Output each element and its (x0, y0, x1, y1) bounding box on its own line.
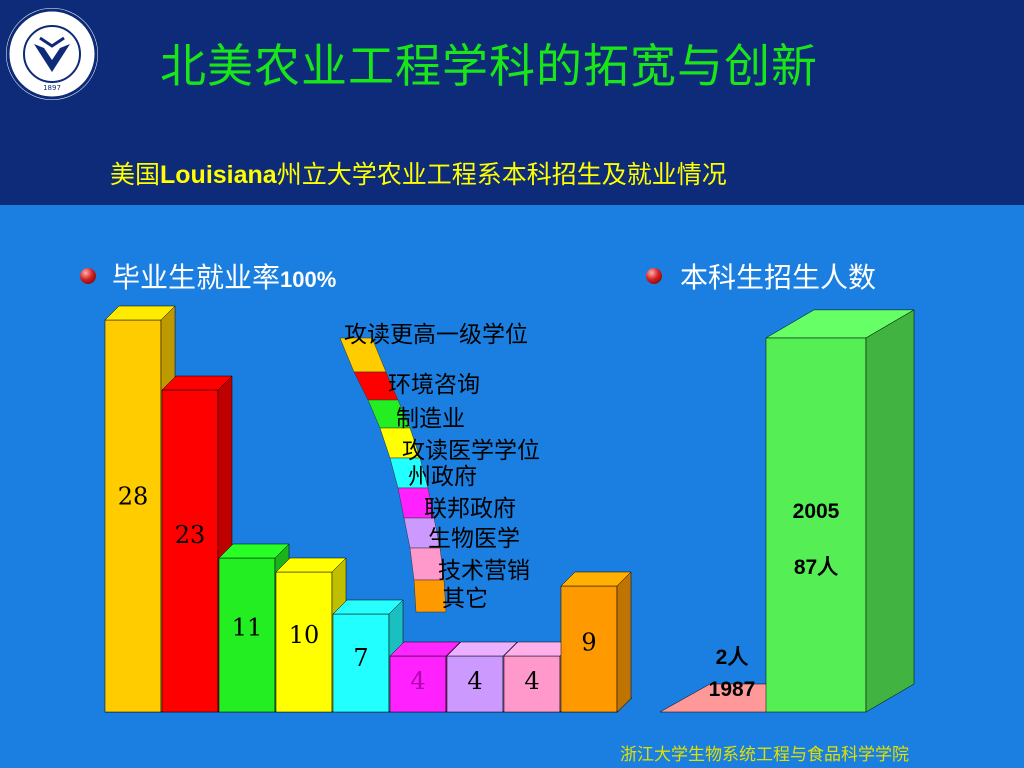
footer-text: 浙江大学生物系统工程与食品科学学院 (620, 745, 909, 765)
university-logo-icon: 1897 (6, 8, 98, 100)
subtitle-suffix: 州立大学农业工程系本科招生及就业情况 (276, 160, 727, 189)
page-subtitle: 美国Louisiana州立大学农业工程系本科招生及就业情况 (110, 155, 727, 191)
bar-value-label: 4 (410, 667, 425, 695)
bar-value-label: 4 (524, 667, 539, 695)
bullet-icon (80, 268, 96, 284)
legend-label: 技术营销 (438, 558, 530, 584)
bar-value-label: 10 (289, 621, 320, 649)
left-section-label: 毕业生就业率 (112, 261, 281, 294)
bar-2005-year: 2005 (793, 500, 840, 523)
legend-swatch (413, 579, 447, 613)
bar-2005-front (765, 337, 867, 713)
bar-1987-value: 2人 (716, 646, 749, 669)
subtitle-bold: Louisiana (160, 161, 277, 189)
bar-front (446, 655, 504, 713)
legend-label: 攻读医学学位 (402, 438, 540, 464)
bar-front (389, 655, 447, 713)
bar-value-label: 7 (353, 644, 368, 672)
svg-text:1897: 1897 (43, 84, 61, 92)
subtitle-prefix: 美国 (110, 160, 161, 189)
legend-label: 制造业 (396, 406, 465, 432)
legend-label: 生物医学 (428, 526, 520, 552)
legend-label: 州政府 (408, 464, 477, 490)
bar-value-label: 11 (232, 613, 263, 641)
right-section-title: 本科生招生人数 (680, 261, 877, 294)
legend-label: 攻读更高一级学位 (344, 322, 528, 348)
legend-label: 环境咨询 (388, 372, 480, 398)
left-section-value: 100% (280, 267, 337, 292)
bar-2005-side (865, 309, 915, 713)
bar-1987-year: 1987 (709, 678, 756, 701)
legend-label: 其它 (442, 586, 488, 612)
bar-value-label: 23 (175, 521, 206, 549)
bar-front (104, 319, 162, 713)
page-title: 北美农业工程学科的拓宽与创新 (160, 39, 818, 93)
header-band (0, 0, 1024, 205)
legend-label: 联邦政府 (424, 496, 516, 522)
bar-2005-value: 87人 (794, 556, 838, 579)
bar-front (560, 585, 618, 713)
bar-value-label: 28 (118, 482, 149, 510)
left-section-title: 毕业生就业率100% (112, 256, 336, 296)
bar-front (161, 389, 219, 713)
bullet-icon (646, 268, 662, 284)
bar-side (616, 571, 632, 713)
bar-front (503, 655, 561, 713)
bar-value-label: 4 (467, 667, 482, 695)
bar-value-label: 9 (581, 629, 596, 657)
